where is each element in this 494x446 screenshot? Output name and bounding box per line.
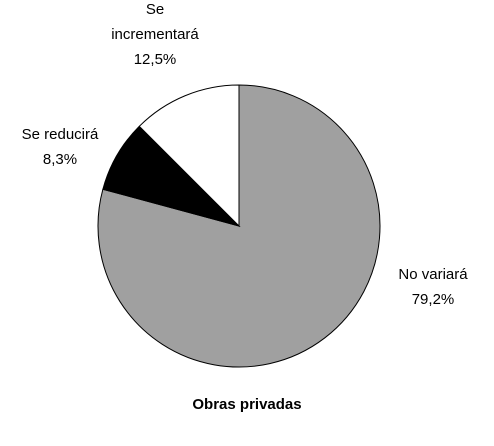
value-label: 79,2% xyxy=(411,291,455,308)
value-label: 12,5% xyxy=(133,51,177,68)
value-label: 8,3% xyxy=(42,151,78,168)
pie-slice xyxy=(138,84,240,228)
category-label: Se reducirá xyxy=(21,126,99,143)
slice-label: Se incrementará 12,5% xyxy=(105,0,205,72)
category-label: Se incrementará xyxy=(111,1,199,43)
slice-label: No variará 79,2% xyxy=(383,262,483,312)
category-label: No variará xyxy=(398,266,468,283)
slice-label: Se reducirá 8,3% xyxy=(10,122,110,172)
chart-title: Obras privadas xyxy=(192,396,302,413)
